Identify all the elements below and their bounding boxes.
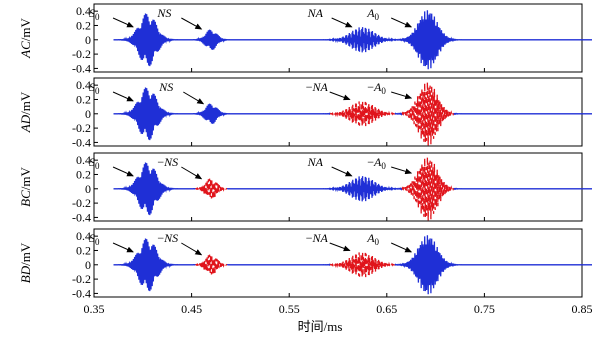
panel-frame	[93, 228, 583, 298]
annotation-label: NS	[156, 6, 171, 20]
signal-solid-segment	[226, 176, 403, 202]
y-tick-label: -0.4	[72, 210, 91, 224]
annotation-arrow	[329, 242, 351, 252]
y-tick-label: 0	[85, 33, 91, 47]
annotation-arrow	[181, 17, 203, 30]
annotation-label: S0	[89, 6, 100, 22]
annotation-arrow	[329, 91, 351, 101]
annotation-label: −NA	[306, 231, 329, 245]
panel-1: 0.40.20-0.2-0.4 AC/mV S0 NS NA A0	[18, 3, 592, 75]
annotation-arrow	[390, 17, 413, 28]
signal-solid-segment	[453, 112, 592, 116]
annotation-arrow	[112, 17, 134, 28]
y-axis-label: BC/mV	[18, 167, 33, 207]
y-tick-label: 0	[85, 182, 91, 196]
annotation-arrow	[112, 91, 134, 102]
annotation-label: −NS	[157, 155, 178, 169]
annotation-arrow	[391, 91, 413, 100]
signal-dashed-segment	[329, 101, 396, 127]
y-tick-label: -0.2	[72, 121, 91, 135]
annotation-arrow	[390, 242, 413, 253]
y-tick-label: -0.4	[72, 286, 91, 300]
panel-frame	[93, 77, 583, 147]
signal-dashed-segment	[195, 254, 228, 275]
signal-solid-segment	[453, 187, 592, 191]
y-tick-label: -0.4	[72, 135, 91, 149]
panel-3: 0.40.20-0.2-0.4 BC/mV S0 −NS NA −A0	[18, 152, 592, 224]
signal-dashed-segment	[195, 178, 228, 199]
annotation-arrow	[391, 166, 413, 175]
x-tick-label: 0.55	[279, 302, 300, 316]
x-tick-label: 0.35	[84, 302, 105, 316]
annotation-label: NS	[158, 80, 173, 94]
y-tick-label: 0.4	[76, 78, 91, 92]
x-tick-label: 0.45	[181, 302, 202, 316]
x-tick-label: 0.85	[572, 302, 592, 316]
annotation-label: A0	[366, 231, 379, 247]
annotation-label: −NA	[306, 80, 329, 94]
annotation-label: NA	[307, 155, 324, 169]
annotation-arrow	[331, 17, 353, 28]
annotation-arrow	[183, 91, 205, 105]
annotation-arrow	[181, 242, 203, 256]
annotation-label: S0	[89, 231, 100, 247]
panel-frame	[93, 152, 583, 222]
y-tick-label: -0.2	[72, 272, 91, 286]
y-tick-label: -0.2	[72, 47, 91, 61]
y-tick-label: 0.4	[76, 229, 91, 243]
signal-solid-segment	[113, 238, 196, 292]
annotation-arrow	[331, 166, 353, 177]
x-axis-label: 时间/ms	[298, 319, 343, 334]
annotation-label: NA	[307, 6, 324, 20]
panel-4: 0.40.20-0.2-0.4 BD/mV S0 −NS −NA A0	[18, 228, 592, 300]
annotation-label: −A0	[367, 80, 386, 96]
y-tick-label: -0.4	[72, 61, 91, 75]
y-tick-label: -0.2	[72, 196, 91, 210]
signal-solid-segment	[394, 112, 403, 116]
annotation-label: A0	[366, 6, 379, 22]
annotation-label: −A0	[367, 155, 386, 171]
annotation-label: S0	[89, 155, 100, 171]
y-axis-label: BD/mV	[18, 242, 33, 283]
y-tick-label: 0.2	[76, 243, 91, 257]
y-tick-label: 0	[85, 258, 91, 272]
x-axis: 0.35 0.45 0.55 0.65 0.75 0.85	[84, 302, 592, 316]
annotation-label: −NS	[157, 231, 178, 245]
x-tick-label: 0.75	[474, 302, 495, 316]
y-tick-label: 0	[85, 107, 91, 121]
panel-frame	[93, 3, 583, 73]
y-axis-label: AC/mV	[18, 18, 33, 59]
annotation-label: S0	[89, 80, 100, 96]
y-tick-label: 0.4	[76, 4, 91, 18]
x-tick-label: 0.65	[376, 302, 397, 316]
signal-solid-segment	[226, 263, 331, 266]
annotation-arrow	[181, 166, 203, 180]
signal-dashed-segment	[329, 252, 396, 278]
panel-2: 0.40.20-0.2-0.4 AD/mV S0 NS −NA −A0	[18, 77, 592, 149]
y-axis-label: AD/mV	[18, 91, 33, 133]
signal-dashed-segment	[401, 157, 455, 221]
y-tick-label: 0.2	[76, 92, 91, 106]
signal-solid-segment	[113, 162, 196, 216]
y-tick-label: 0.2	[76, 18, 91, 32]
signal-solid-segment	[113, 87, 331, 141]
y-tick-label: 0.4	[76, 153, 91, 167]
annotation-arrow	[112, 242, 134, 253]
signal-solid-segment	[394, 235, 592, 295]
signal-solid-segment	[113, 10, 592, 70]
annotation-arrow	[112, 166, 134, 177]
signal-dashed-segment	[401, 82, 455, 146]
y-tick-label: 0.2	[76, 167, 91, 181]
